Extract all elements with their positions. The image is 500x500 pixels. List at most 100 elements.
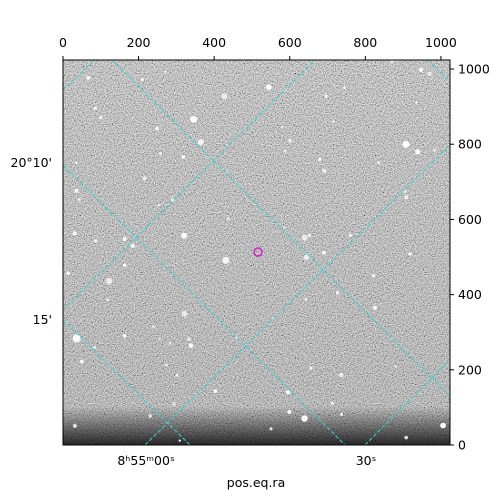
star	[377, 161, 381, 165]
star	[304, 298, 308, 302]
star	[197, 139, 204, 146]
star	[140, 78, 144, 82]
star	[348, 234, 352, 238]
star	[340, 413, 344, 416]
star	[266, 84, 272, 91]
star	[122, 263, 127, 267]
star	[86, 75, 91, 80]
star	[106, 298, 110, 302]
star	[269, 427, 273, 431]
x-tick-label: 400	[202, 35, 226, 50]
star	[172, 402, 176, 406]
star	[190, 115, 198, 123]
star	[330, 401, 334, 405]
star	[285, 390, 291, 395]
y-tick-label: 0	[458, 438, 466, 453]
star	[418, 67, 424, 73]
star	[227, 217, 230, 221]
star	[151, 325, 154, 328]
star	[281, 125, 284, 129]
star	[178, 439, 181, 442]
world-x-tick-label: 8ʰ55ᵐ00ˢ	[117, 453, 174, 468]
star	[74, 161, 78, 164]
star	[318, 157, 322, 161]
star	[372, 305, 378, 310]
star	[93, 106, 97, 110]
coordinate-grid	[63, 60, 450, 445]
world-y-tick-label: 15'	[33, 312, 52, 327]
star	[213, 389, 218, 393]
star	[288, 139, 292, 143]
star	[427, 71, 432, 76]
star	[66, 271, 70, 275]
star	[93, 346, 97, 349]
star	[187, 337, 191, 341]
star	[303, 254, 310, 260]
star	[122, 334, 127, 338]
star	[339, 372, 344, 378]
star	[155, 126, 159, 131]
star	[415, 149, 421, 155]
y-tick-label: 600	[458, 212, 482, 227]
star	[157, 204, 160, 207]
star	[122, 237, 127, 242]
star	[72, 334, 81, 343]
image	[63, 60, 450, 445]
star	[72, 231, 77, 236]
star	[235, 336, 238, 340]
star	[74, 188, 79, 193]
star	[335, 291, 340, 295]
world-x-tick-label: 30ˢ	[356, 453, 377, 468]
star	[181, 232, 188, 239]
x-tick-label: 600	[278, 35, 302, 50]
star	[371, 274, 376, 278]
y-tick-label: 800	[458, 137, 482, 152]
star	[433, 148, 436, 152]
star	[99, 115, 103, 120]
star	[175, 373, 179, 377]
star	[188, 343, 194, 348]
x-tick-label: 0	[59, 35, 67, 50]
y-tick-label: 1000	[458, 62, 490, 77]
star	[301, 415, 308, 422]
star	[322, 169, 327, 173]
frame	[62, 59, 451, 446]
star	[404, 195, 409, 200]
star	[170, 198, 175, 202]
star	[408, 252, 412, 256]
star	[222, 256, 230, 264]
star	[395, 365, 398, 368]
x-axis-label: pos.eq.ra	[227, 475, 285, 490]
star	[169, 341, 172, 345]
star	[142, 176, 147, 181]
star	[93, 239, 98, 243]
star	[332, 120, 335, 124]
star	[404, 435, 408, 440]
star	[159, 151, 162, 155]
star	[301, 234, 308, 241]
star	[164, 70, 167, 73]
star	[221, 93, 228, 100]
star	[324, 94, 328, 98]
y-tick-label: 400	[458, 287, 482, 302]
world-y-tick-label: 20°10'	[11, 155, 53, 170]
target-marker	[253, 247, 263, 257]
star	[130, 243, 135, 248]
star	[165, 363, 168, 367]
star	[181, 311, 188, 317]
star	[402, 140, 410, 148]
star	[390, 60, 394, 63]
star	[283, 149, 287, 153]
star	[158, 337, 161, 340]
star	[322, 250, 326, 255]
star	[181, 155, 186, 159]
star	[148, 414, 152, 418]
star	[283, 226, 286, 229]
star	[309, 366, 313, 370]
star	[307, 233, 311, 237]
star	[77, 198, 81, 201]
star	[343, 86, 346, 90]
star	[415, 101, 418, 104]
star	[440, 422, 446, 429]
